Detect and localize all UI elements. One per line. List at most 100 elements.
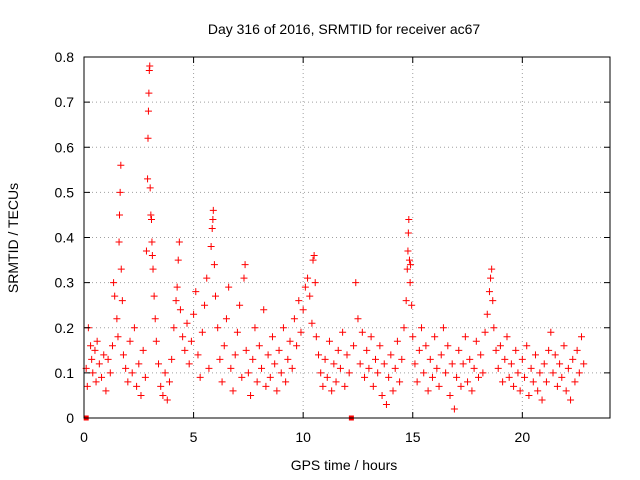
data-point [479, 369, 487, 377]
data-point [424, 387, 432, 395]
data-point [137, 391, 145, 399]
data-point [334, 346, 342, 354]
data-point [312, 333, 320, 341]
data-point [311, 279, 319, 287]
data-point [501, 355, 509, 363]
data-point [398, 355, 406, 363]
chart-title: Day 316 of 2016, SRMTID for receiver ac6… [208, 21, 481, 37]
data-point [258, 364, 266, 372]
data-point [308, 319, 316, 327]
data-point [321, 355, 329, 363]
data-point [253, 378, 261, 386]
data-point [562, 387, 570, 395]
data-point [117, 265, 125, 273]
data-point [496, 342, 504, 350]
data-point [249, 355, 257, 363]
data-point [142, 247, 150, 255]
data-point [216, 355, 224, 363]
data-point [116, 188, 124, 196]
data-point [481, 328, 489, 336]
data-point [210, 261, 218, 269]
data-point [514, 369, 522, 377]
data-point [277, 369, 285, 377]
data-point [571, 378, 579, 386]
data-point [155, 360, 163, 368]
data-point [148, 252, 156, 260]
data-point [126, 337, 134, 345]
data-point [135, 360, 143, 368]
data-point [510, 382, 518, 390]
data-point [176, 306, 184, 314]
data-point [378, 391, 386, 399]
data-point [527, 364, 535, 372]
data-point [332, 378, 340, 386]
data-point [83, 382, 91, 390]
data-point [117, 161, 125, 169]
data-point [408, 301, 416, 309]
data-point [293, 342, 301, 350]
data-point [238, 373, 246, 381]
data-point [470, 364, 478, 372]
data-point [147, 211, 155, 219]
y-tick-label: 0.7 [55, 94, 75, 110]
grid-lines [84, 57, 610, 418]
data-point [369, 382, 377, 390]
data-point [409, 333, 417, 341]
data-point [174, 256, 182, 264]
data-point [89, 369, 97, 377]
data-point [144, 107, 152, 115]
data-point [428, 373, 436, 381]
data-point [345, 369, 353, 377]
data-point [207, 243, 215, 251]
data-point [505, 373, 513, 381]
data-point [242, 346, 250, 354]
data-point [113, 315, 121, 323]
y-tick-label: 0 [66, 410, 74, 426]
data-point [315, 351, 323, 359]
data-point [115, 238, 123, 246]
data-point [459, 360, 467, 368]
data-point [558, 373, 566, 381]
data-point [218, 378, 226, 386]
data-point [268, 333, 276, 341]
data-point [483, 310, 491, 318]
x-tick-label: 5 [190, 429, 198, 445]
data-point [183, 319, 191, 327]
data-point [163, 396, 171, 404]
data-point [251, 324, 259, 332]
data-point [446, 391, 454, 399]
data-point [534, 387, 542, 395]
data-point [475, 373, 482, 381]
data-point [264, 351, 272, 359]
data-point [168, 355, 176, 363]
data-point [118, 297, 126, 305]
data-point [540, 360, 548, 368]
data-point [343, 351, 351, 359]
data-point [286, 337, 294, 345]
data-point [468, 387, 476, 395]
data-point [549, 369, 557, 377]
data-point [380, 360, 388, 368]
data-point [405, 215, 413, 223]
data-point [406, 279, 414, 287]
data-point [159, 391, 167, 399]
data-point [295, 297, 303, 305]
data-point [365, 364, 373, 372]
data-point [288, 364, 296, 372]
data-point [455, 346, 463, 354]
data-point [179, 333, 187, 341]
y-tick-label: 0.3 [55, 275, 75, 291]
data-point [391, 364, 399, 372]
data-point [521, 373, 529, 381]
data-point [564, 364, 572, 372]
data-point [389, 387, 397, 395]
data-point [450, 405, 458, 413]
data-point [358, 328, 366, 336]
data-point [457, 382, 465, 390]
data-point [400, 324, 408, 332]
y-tick-label: 0.1 [55, 365, 75, 381]
data-point [489, 297, 497, 305]
data-point [350, 342, 358, 350]
data-point [518, 355, 526, 363]
